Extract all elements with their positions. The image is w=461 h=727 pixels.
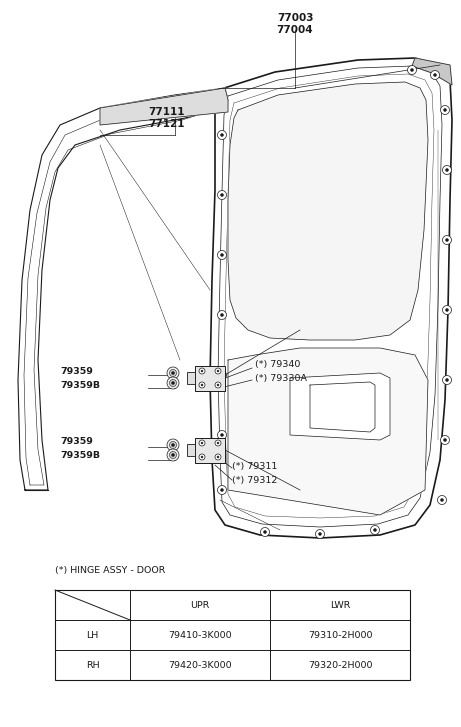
Bar [187, 444, 195, 456]
Text: (*) 79312: (*) 79312 [232, 475, 278, 484]
Text: RH: RH [86, 661, 99, 670]
Text: 79359B: 79359B [60, 451, 100, 459]
Bar [55, 590, 410, 680]
Circle shape [220, 313, 224, 316]
Circle shape [171, 371, 175, 374]
Text: 77003: 77003 [277, 13, 313, 23]
Circle shape [220, 374, 224, 377]
Circle shape [170, 379, 177, 387]
Circle shape [445, 308, 449, 311]
Circle shape [264, 531, 266, 534]
Circle shape [218, 310, 226, 319]
Circle shape [443, 236, 451, 244]
Text: 79359: 79359 [60, 438, 93, 446]
Circle shape [437, 496, 447, 505]
Circle shape [220, 433, 224, 436]
Circle shape [170, 441, 177, 449]
Text: 79359: 79359 [60, 368, 93, 377]
Circle shape [218, 190, 226, 199]
Circle shape [431, 71, 439, 79]
Circle shape [260, 528, 270, 537]
Circle shape [167, 377, 179, 389]
Circle shape [215, 382, 221, 388]
Text: (*) 79330A: (*) 79330A [255, 374, 307, 382]
Circle shape [218, 371, 226, 379]
Polygon shape [100, 88, 228, 125]
Text: 79320-2H000: 79320-2H000 [308, 661, 372, 670]
Circle shape [201, 370, 203, 372]
Circle shape [371, 526, 379, 534]
Circle shape [201, 442, 203, 444]
Circle shape [215, 454, 221, 460]
Text: (*) 79340: (*) 79340 [255, 361, 301, 369]
Circle shape [170, 451, 177, 459]
Circle shape [167, 367, 179, 379]
Text: 77004: 77004 [277, 25, 313, 35]
Polygon shape [228, 82, 428, 340]
Circle shape [201, 456, 203, 458]
Circle shape [443, 166, 451, 174]
Text: (*) 79311: (*) 79311 [232, 462, 278, 472]
Circle shape [218, 486, 226, 494]
Circle shape [171, 382, 175, 385]
Text: UPR: UPR [190, 601, 210, 609]
Circle shape [443, 376, 451, 385]
Circle shape [167, 449, 179, 461]
Circle shape [201, 384, 203, 386]
Circle shape [217, 384, 219, 386]
Circle shape [218, 131, 226, 140]
Circle shape [443, 305, 451, 315]
Text: 79410-3K000: 79410-3K000 [168, 630, 232, 640]
Circle shape [170, 369, 177, 377]
Text: 77111: 77111 [148, 107, 184, 117]
Circle shape [215, 440, 221, 446]
Circle shape [217, 456, 219, 458]
Text: (*) HINGE ASSY - DOOR: (*) HINGE ASSY - DOOR [55, 566, 165, 574]
Circle shape [199, 440, 205, 446]
Circle shape [319, 532, 321, 536]
Polygon shape [18, 88, 228, 490]
Circle shape [441, 435, 449, 444]
Circle shape [441, 499, 443, 502]
Circle shape [445, 379, 449, 382]
Circle shape [217, 442, 219, 444]
Circle shape [443, 438, 447, 441]
Circle shape [215, 368, 221, 374]
Polygon shape [228, 348, 428, 515]
Text: 79359B: 79359B [60, 380, 100, 390]
Circle shape [315, 529, 325, 539]
Circle shape [171, 454, 175, 457]
Circle shape [445, 169, 449, 172]
Circle shape [443, 108, 447, 111]
Circle shape [220, 254, 224, 257]
Text: 79310-2H000: 79310-2H000 [308, 630, 372, 640]
Circle shape [217, 370, 219, 372]
Circle shape [218, 251, 226, 260]
Polygon shape [412, 58, 452, 85]
Circle shape [445, 238, 449, 241]
Circle shape [441, 105, 449, 114]
Polygon shape [290, 373, 390, 440]
Text: 79420-3K000: 79420-3K000 [168, 661, 232, 670]
Circle shape [220, 193, 224, 196]
Polygon shape [210, 58, 452, 538]
Circle shape [408, 65, 416, 74]
Circle shape [199, 382, 205, 388]
Circle shape [373, 529, 377, 531]
Bar [195, 438, 225, 462]
Circle shape [410, 68, 414, 71]
Circle shape [433, 73, 437, 76]
Circle shape [167, 439, 179, 451]
Circle shape [220, 134, 224, 137]
Circle shape [220, 489, 224, 491]
Circle shape [171, 443, 175, 446]
Circle shape [218, 430, 226, 440]
Circle shape [199, 454, 205, 460]
Text: 77121: 77121 [148, 119, 184, 129]
Text: LWR: LWR [330, 601, 350, 609]
Bar [195, 366, 225, 390]
Bar [187, 372, 195, 384]
Circle shape [199, 368, 205, 374]
Text: LH: LH [86, 630, 99, 640]
